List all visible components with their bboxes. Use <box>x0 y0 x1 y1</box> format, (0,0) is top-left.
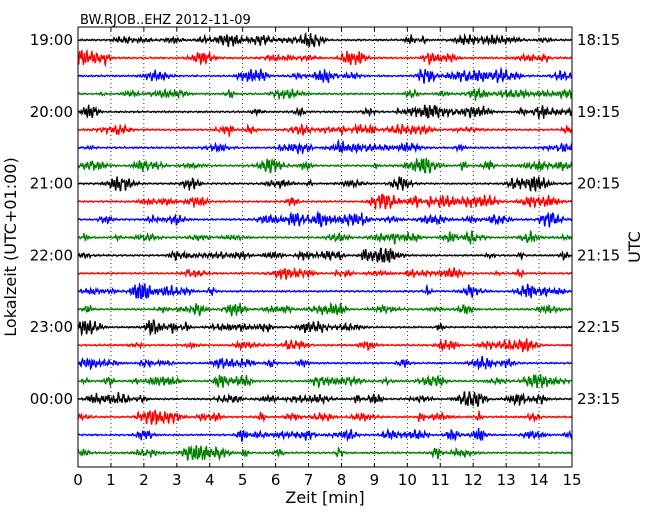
x-tick-label-10: 10 <box>398 471 417 489</box>
trace-row-3 <box>77 66 573 84</box>
left-tick-labels: 19:00 20:00 21:00 22:00 23:00 00:00 <box>30 31 73 408</box>
x-tick-label-4: 4 <box>205 471 215 489</box>
trace-row-10 <box>77 193 573 211</box>
x-tick-label-7: 7 <box>304 471 314 489</box>
trace-row-18 <box>77 338 573 353</box>
x-tick-label-15: 15 <box>562 471 581 489</box>
vertical-gridlines <box>110 27 540 467</box>
trace-row-5 <box>77 104 573 119</box>
x-tick-label-6: 6 <box>271 471 281 489</box>
x-tick-label-12: 12 <box>464 471 483 489</box>
trace-row-7 <box>77 138 573 156</box>
tick-marks <box>77 27 573 467</box>
x-tick-label-3: 3 <box>172 471 182 489</box>
left-tick-label-3: 21:00 <box>30 175 73 193</box>
x-tick-label-2: 2 <box>139 471 149 489</box>
right-tick-labels: 18:15 19:15 20:15 21:15 22:15 23:15 <box>577 31 620 408</box>
x-tick-label-5: 5 <box>238 471 248 489</box>
trace-row-13 <box>77 247 573 263</box>
left-tick-label-5: 23:00 <box>30 318 73 336</box>
left-axis-label: Lokalzeit (UTC+01:00) <box>1 157 20 336</box>
right-tick-label-5: 22:15 <box>577 318 620 336</box>
traces-group <box>77 32 573 462</box>
left-tick-label-2: 20:00 <box>30 103 73 121</box>
right-tick-label-4: 21:15 <box>577 246 620 264</box>
right-tick-label-3: 20:15 <box>577 175 620 193</box>
trace-row-22 <box>77 409 573 426</box>
trace-row-1 <box>77 32 573 48</box>
trace-row-23 <box>77 427 573 443</box>
x-tick-label-9: 9 <box>370 471 380 489</box>
left-tick-label-6: 00:00 <box>30 390 73 408</box>
trace-row-9 <box>77 176 573 193</box>
x-tick-label-13: 13 <box>497 471 516 489</box>
x-tick-label-14: 14 <box>530 471 549 489</box>
trace-row-4 <box>77 87 573 101</box>
trace-row-21 <box>77 391 573 407</box>
left-tick-label-4: 22:00 <box>30 246 73 264</box>
x-tick-label-1: 1 <box>106 471 116 489</box>
trace-row-6 <box>77 123 573 137</box>
right-axis-label: UTC <box>625 231 644 263</box>
trace-row-19 <box>77 355 573 371</box>
x-axis-label: Zeit [min] <box>285 488 364 507</box>
trace-row-17 <box>77 319 573 337</box>
trace-row-12 <box>77 230 573 245</box>
x-tick-label-0: 0 <box>73 471 83 489</box>
x-tick-label-11: 11 <box>431 471 450 489</box>
right-tick-label-6: 23:15 <box>577 390 620 408</box>
trace-row-8 <box>77 157 573 174</box>
x-tick-label-8: 8 <box>337 471 347 489</box>
trace-row-11 <box>77 210 573 229</box>
plot-frame <box>77 26 573 468</box>
trace-row-14 <box>77 267 573 281</box>
right-tick-label-1: 18:15 <box>577 31 620 49</box>
chart-title: BW.RJOB..EHZ 2012-11-09 <box>80 13 251 28</box>
trace-row-24 <box>77 444 573 462</box>
left-tick-label-1: 19:00 <box>30 31 73 49</box>
trace-row-16 <box>77 301 573 317</box>
trace-row-15 <box>77 282 573 299</box>
trace-row-2 <box>77 48 573 68</box>
trace-row-20 <box>77 373 573 389</box>
x-tick-labels: 0 1 2 3 4 5 6 7 8 9 10 11 12 13 14 15 <box>73 471 581 489</box>
right-tick-label-2: 19:15 <box>577 103 620 121</box>
